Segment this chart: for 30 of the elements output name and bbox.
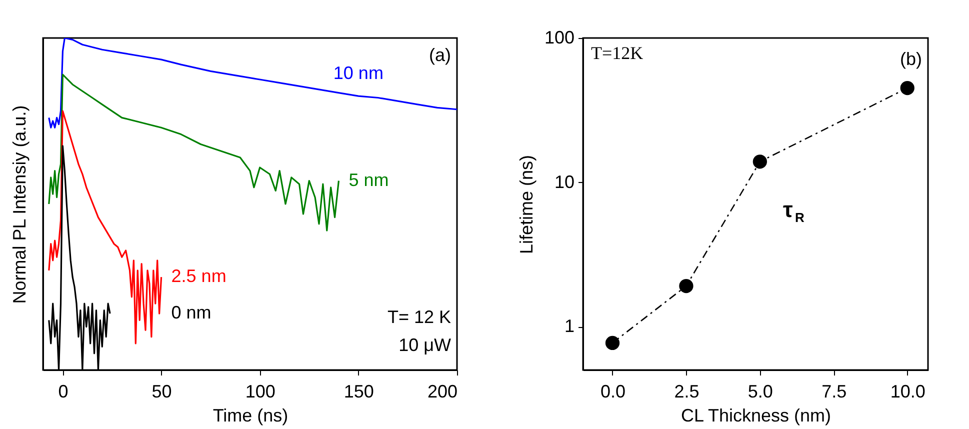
point [900,80,914,96]
y-axis-title: Normal PL Intensiy (a.u.) [10,105,30,304]
x-axis-title: CL Thickness (nm) [680,406,832,426]
point [752,154,767,169]
annotation: T=12K [591,43,644,63]
point [679,278,694,294]
x-tick-label: 100 [245,382,276,402]
x-axis-title: Time (ns) [212,406,288,426]
x-tick-label: 200 [427,382,458,402]
x-tick-label: 0.0 [600,382,626,402]
series-label: 10 nm [333,63,384,84]
x-tick-label: 7.5 [822,382,847,402]
annotation: (b) [900,49,922,69]
x-tick-label: 0 [58,382,68,402]
series-label: 5 nm [348,170,389,190]
y-tick-label: 10 [554,172,574,192]
point [605,336,620,350]
y-axis-title: Lifetime (ns) [516,154,536,254]
y-tick-label: 1 [564,316,574,336]
x-tick-label: 10.0 [890,382,926,402]
annotation: 10 μW [398,335,452,355]
x-tick-label: 150 [344,382,374,402]
x-tick-label: 5.0 [748,382,773,402]
annotation: T= 12 K [387,307,451,327]
text: 0 nm [171,302,212,323]
y-tick-label: 100 [544,28,574,48]
annotation: (a) [429,45,451,65]
series-label: 2.5 nm [171,266,226,286]
x-tick-label: 50 [152,382,172,402]
x-tick-label: 2.5 [674,382,700,402]
